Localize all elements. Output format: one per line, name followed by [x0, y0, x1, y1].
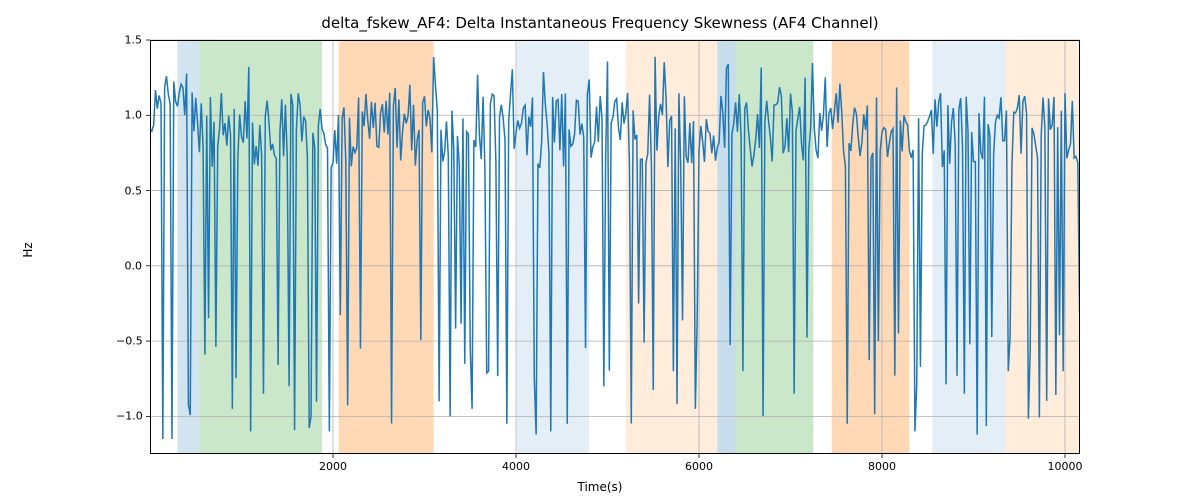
y-tick-label: −1.0 — [116, 410, 142, 423]
y-tick-label: −0.5 — [116, 335, 142, 348]
y-tick-label: 1.5 — [116, 34, 142, 47]
y-tick-label: 0.5 — [116, 184, 142, 197]
figure: delta_fskew_AF4: Delta Instantaneous Fre… — [0, 0, 1200, 500]
x-axis-label: Time(s) — [0, 480, 1200, 494]
axes-svg — [150, 40, 1080, 454]
x-tick-label: 10000 — [1047, 460, 1082, 473]
x-tick-label: 4000 — [502, 460, 530, 473]
x-tick-label: 2000 — [319, 460, 347, 473]
x-tick-label: 8000 — [868, 460, 896, 473]
axes-area — [150, 40, 1080, 454]
y-axis-label: Hz — [21, 242, 35, 257]
y-tick-label: 1.0 — [116, 109, 142, 122]
y-tick-label: 0.0 — [116, 259, 142, 272]
chart-title: delta_fskew_AF4: Delta Instantaneous Fre… — [0, 14, 1200, 32]
x-tick-label: 6000 — [685, 460, 713, 473]
